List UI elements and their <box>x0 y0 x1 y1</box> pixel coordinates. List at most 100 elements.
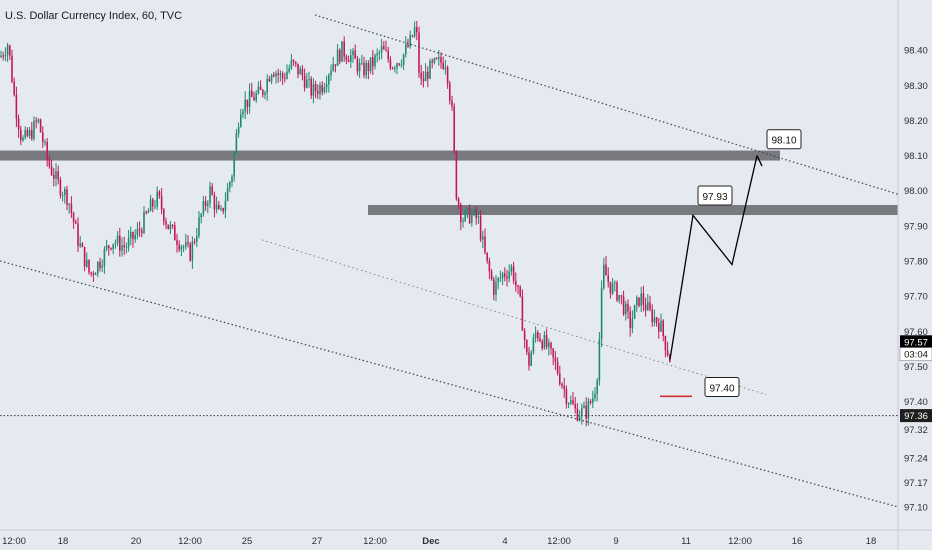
candle-body <box>649 302 651 310</box>
x-tick-label: 20 <box>131 536 142 547</box>
candle-body <box>660 320 662 332</box>
candle-body <box>385 49 387 51</box>
candle-body <box>46 141 48 160</box>
candle-body <box>361 62 363 64</box>
candle-body <box>603 264 605 288</box>
x-tick-label: 9 <box>613 536 618 547</box>
candle-body <box>189 243 191 261</box>
candle-body <box>99 261 101 268</box>
candle-body <box>532 337 535 353</box>
candle-body <box>196 236 198 242</box>
support-zone <box>368 205 898 216</box>
candle-body <box>37 119 40 122</box>
candle-body <box>101 265 103 268</box>
candle-body <box>182 246 185 248</box>
candle-body <box>42 132 44 143</box>
x-tick-label: 12:00 <box>178 536 202 547</box>
candle-body <box>594 393 596 399</box>
candle-body <box>383 46 385 50</box>
candle-body <box>658 323 660 332</box>
candle-body <box>220 208 222 210</box>
candle-body <box>0 55 2 58</box>
candle-body <box>537 332 539 339</box>
candle-body <box>209 186 211 204</box>
candle-body <box>94 273 97 275</box>
candle-body <box>413 27 416 37</box>
candle-body <box>339 49 341 62</box>
candle-body <box>68 203 70 205</box>
annotation-box <box>766 129 802 150</box>
candle-body <box>145 211 147 213</box>
candle-body <box>231 176 233 183</box>
candle-body <box>167 224 169 230</box>
candle-body <box>620 295 623 297</box>
candle-body <box>301 68 304 76</box>
y-tick-label: 97.17 <box>904 478 928 489</box>
candle-body <box>563 385 565 390</box>
candle-body <box>596 380 598 394</box>
candle-body <box>79 243 81 246</box>
projection <box>660 155 763 398</box>
candle-body <box>147 211 150 213</box>
candle-body <box>552 348 554 358</box>
candle-body <box>125 246 128 248</box>
candle-body <box>598 339 601 381</box>
candle-body <box>664 336 667 351</box>
y-tick-label: 98.40 <box>904 46 928 57</box>
candle-body <box>299 68 301 75</box>
candle-body <box>244 99 246 112</box>
candle-body <box>534 332 537 338</box>
x-tick-label: 18 <box>866 536 877 547</box>
candle-body <box>587 401 590 419</box>
candle-body <box>193 241 196 243</box>
candle-body <box>92 273 95 275</box>
candle-body <box>631 318 634 329</box>
candle-body <box>53 174 55 179</box>
candle-body <box>143 211 145 233</box>
x-tick-label: Dec <box>422 536 439 547</box>
candle-body <box>97 261 99 274</box>
candle-body <box>380 46 383 53</box>
candle-body <box>314 84 317 92</box>
candle-body <box>174 225 176 241</box>
candle-body <box>629 311 631 329</box>
candle-body <box>431 60 433 63</box>
candle-body <box>306 79 308 88</box>
candle-body <box>64 189 66 196</box>
candle-body <box>248 90 251 107</box>
candle-body <box>374 55 376 67</box>
candle-body <box>119 235 121 251</box>
candle-body <box>409 35 411 47</box>
candle-body <box>17 118 20 130</box>
candle-body <box>288 68 290 72</box>
candle-body <box>59 179 62 196</box>
candle-body <box>576 408 579 421</box>
candle-body <box>508 271 510 279</box>
candle-body <box>442 62 444 69</box>
candle-body <box>343 41 345 57</box>
candle-body <box>114 242 117 244</box>
candle-body <box>541 341 543 349</box>
candle-body <box>319 85 321 95</box>
x-axis[interactable]: 12:00 18 20 12:00 25 27 12:00 Dec 4 12:00 9 11 12:00… <box>2 536 876 547</box>
candle-body <box>510 266 513 272</box>
candle-body <box>570 400 572 404</box>
candle-body <box>35 120 37 122</box>
price-label: 97.57 <box>904 337 928 348</box>
y-tick-label: 97.40 <box>904 397 928 408</box>
candle-body <box>138 229 141 231</box>
candle-body <box>253 97 255 101</box>
candle-body <box>163 209 165 222</box>
candle-body <box>13 81 15 95</box>
y-axis[interactable]: 98.40 98.30 98.20 98.10 98.00 97.90 97.80 97.70… <box>904 46 928 514</box>
candle-body <box>264 92 266 95</box>
candle-body <box>207 203 209 206</box>
candle-body <box>446 67 449 84</box>
candle-body <box>341 41 343 62</box>
channel-line <box>314 14 899 195</box>
candle-body <box>237 126 240 134</box>
candle-body <box>605 264 607 276</box>
candle-body <box>242 111 244 115</box>
candle-body <box>116 235 119 243</box>
